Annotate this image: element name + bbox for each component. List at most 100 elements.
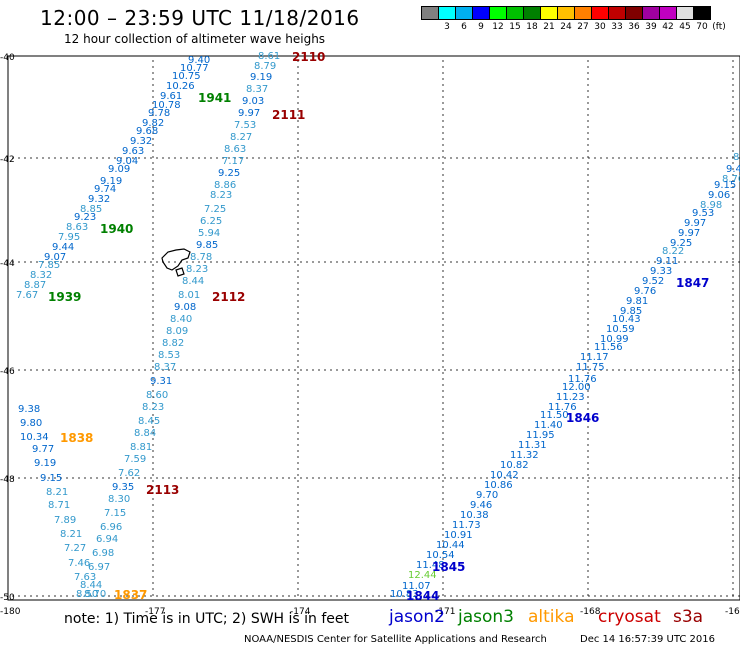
wave-height-label: 11.75	[576, 362, 605, 373]
scale-label: 36	[628, 22, 640, 32]
scale-label: 42	[662, 22, 674, 32]
track-time-label: 1940	[100, 222, 133, 236]
map-grid	[7, 55, 740, 597]
wave-height-label: 9.03	[242, 96, 264, 107]
scale-label: 6	[461, 22, 467, 32]
wave-height-label: 8.23	[210, 190, 232, 201]
wave-height-label: 11.95	[526, 430, 555, 441]
wave-height-label: 9.25	[670, 238, 692, 249]
wave-height-label: 8.21	[46, 487, 68, 498]
wave-height-label: 7.46	[68, 558, 90, 569]
wave-height-label: 9.97	[678, 228, 700, 239]
wave-height-label: 11.32	[510, 450, 539, 461]
wave-height-label: 8.70	[84, 589, 106, 600]
wave-height-label: 9.19	[250, 72, 272, 83]
wave-height-label: 8.85	[80, 204, 102, 215]
y-tick-label: -40	[0, 53, 15, 63]
wave-height-label: 9.74	[94, 184, 116, 195]
track-time-label: 1846	[566, 411, 599, 425]
wave-height-label: 10.82	[500, 460, 529, 471]
wave-height-label: 10.99	[600, 334, 629, 345]
wave-height-label: 9.53	[692, 208, 714, 219]
wave-height-label: 9.08	[174, 302, 196, 313]
wave-height-label: 9.40	[188, 55, 210, 66]
wave-height-label: 8.01	[178, 290, 200, 301]
wave-height-label: 7.17	[222, 156, 244, 167]
wave-height-label: 8.82	[162, 338, 184, 349]
wave-height-label: 8.63	[224, 144, 246, 155]
scale-label: 33	[611, 22, 623, 32]
scale-label: (ft)	[712, 22, 726, 32]
wave-height-label: 11.48	[416, 560, 445, 571]
wave-height-label: 9.52	[642, 276, 664, 287]
track-time-label: 1838	[60, 431, 93, 445]
y-tick-label: -46	[0, 367, 15, 377]
wave-height-label: 8.44	[80, 580, 102, 591]
wave-height-label: 10.43	[612, 314, 641, 325]
wave-height-label: 10.34	[20, 432, 49, 443]
wave-height-label: 7.62	[118, 468, 140, 479]
page-subtitle: 12 hour collection of altimeter wave hei…	[64, 32, 326, 46]
footnote: note: 1) Time is in UTC; 2) SWH is in fe…	[64, 611, 350, 627]
wave-height-label: 8.63	[66, 222, 88, 233]
wave-height-label: 8.23	[186, 264, 208, 275]
wave-height-label: 7.53	[234, 120, 256, 131]
wave-height-label: 9.85	[620, 306, 642, 317]
wave-height-label: 6.25	[200, 216, 222, 227]
wave-height-label: 9.11	[656, 256, 678, 267]
wave-height-label: 10.44	[436, 540, 465, 551]
wave-height-label: 7.85	[38, 260, 60, 271]
wave-height-label: 10.26	[166, 81, 195, 92]
wave-height-label: 12.00	[562, 382, 591, 393]
wave-height-label: 8.60	[146, 390, 168, 401]
wave-height-label: 10.86	[484, 480, 513, 491]
track-time-label: 2112	[212, 290, 245, 304]
legend-jason2: jason2	[389, 607, 445, 627]
wave-height-label: 7.59	[124, 454, 146, 465]
wave-height-label: 11.73	[452, 520, 481, 531]
wave-height-label: 8.22	[662, 246, 684, 257]
wave-height-label: 9.61	[160, 91, 182, 102]
wave-height-label: 8.86	[214, 180, 236, 191]
wave-height-label: 9.32	[130, 136, 152, 147]
wave-height-label: 10.42	[490, 470, 519, 481]
map-axis-labels: -180 -177 -174 -171 -168 -16 -40 -42 -44 -46 -48 -5…	[0, 53, 740, 617]
wave-height-label: 8.40	[170, 314, 192, 325]
island-outline	[161, 248, 191, 277]
wave-height-label: 8.50	[76, 589, 98, 600]
wave-height-label: 11.31	[518, 440, 547, 451]
y-tick-label: -48	[0, 475, 15, 485]
wave-height-label: 11.76	[568, 374, 597, 385]
scale-label: 39	[645, 22, 657, 32]
wave-height-label: 9.15	[40, 473, 62, 484]
wave-height-label: 11.50	[540, 410, 569, 421]
wave-height-label: 7.95	[58, 232, 80, 243]
wave-height-label: 7.89	[54, 515, 76, 526]
scale-label: 45	[679, 22, 691, 32]
wave-height-label: 6.96	[100, 522, 122, 533]
wave-height-label: 9.46	[470, 500, 492, 511]
wave-height-label: 8.79	[254, 61, 276, 72]
wave-height-label: 8.98	[700, 200, 722, 211]
wave-height-label: 8.84	[134, 428, 156, 439]
track-labels: 2110 2111 2112 2113 1941 1940 1939 1838 1837 1847…	[48, 50, 709, 603]
wave-height-label: 9.07	[44, 252, 66, 263]
wave-height-label: 9.19	[34, 458, 56, 469]
wave-height-label: 8.87	[24, 280, 46, 291]
scale-label: 9	[478, 22, 484, 32]
wave-height-label: 7.67	[16, 290, 38, 301]
credit-line: NOAA/NESDIS Center for Satellite Applica…	[244, 634, 547, 645]
wave-height-label: 8.78	[190, 252, 212, 263]
track-time-label: 2111	[272, 108, 305, 122]
legend-cryosat: cryosat	[598, 607, 661, 627]
wave-height-label: 9.80	[20, 418, 42, 429]
x-tick-label: -16	[725, 607, 740, 617]
wave-height-label: 9.09	[108, 164, 130, 175]
track-time-label: 1941	[198, 91, 231, 105]
wave-height-label: 11.23	[556, 392, 585, 403]
wave-height-label: 9.85	[196, 240, 218, 251]
wave-height-label: 9.33	[650, 266, 672, 277]
wave-height-label: 9.32	[88, 194, 110, 205]
wave-height-values: 9.4010.7710.7510.269.6110.789.789.829.68…	[16, 51, 740, 600]
wave-height-label: 10.54	[426, 550, 455, 561]
